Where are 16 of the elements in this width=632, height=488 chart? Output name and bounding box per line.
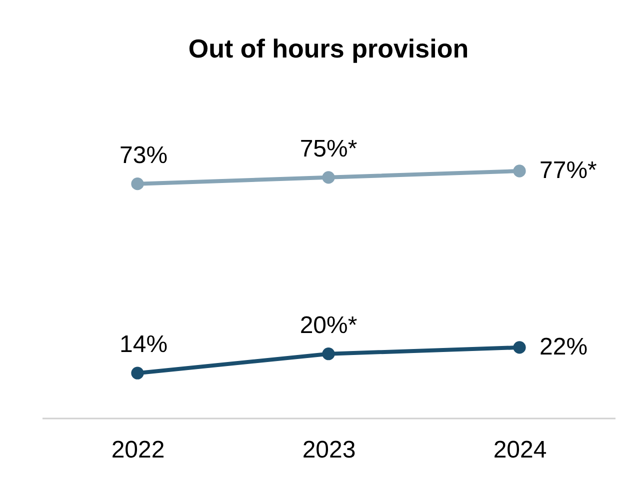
data-label: 73% bbox=[120, 142, 168, 169]
data-label: 77%* bbox=[540, 157, 597, 184]
data-label: 20%* bbox=[300, 312, 358, 339]
point bbox=[131, 366, 144, 380]
point bbox=[322, 171, 335, 184]
point bbox=[322, 348, 335, 360]
chart-title: Out of hours provision bbox=[188, 33, 469, 64]
point bbox=[131, 178, 144, 190]
data-label: 14% bbox=[120, 331, 168, 358]
point bbox=[513, 164, 526, 178]
x-tick-label: 2023 bbox=[302, 436, 356, 464]
data-label: 75%* bbox=[300, 135, 358, 162]
data-label: 22% bbox=[540, 333, 588, 360]
x-tick-label: 2024 bbox=[493, 436, 547, 464]
point bbox=[513, 341, 526, 354]
x-tick-label: 2022 bbox=[111, 436, 165, 464]
